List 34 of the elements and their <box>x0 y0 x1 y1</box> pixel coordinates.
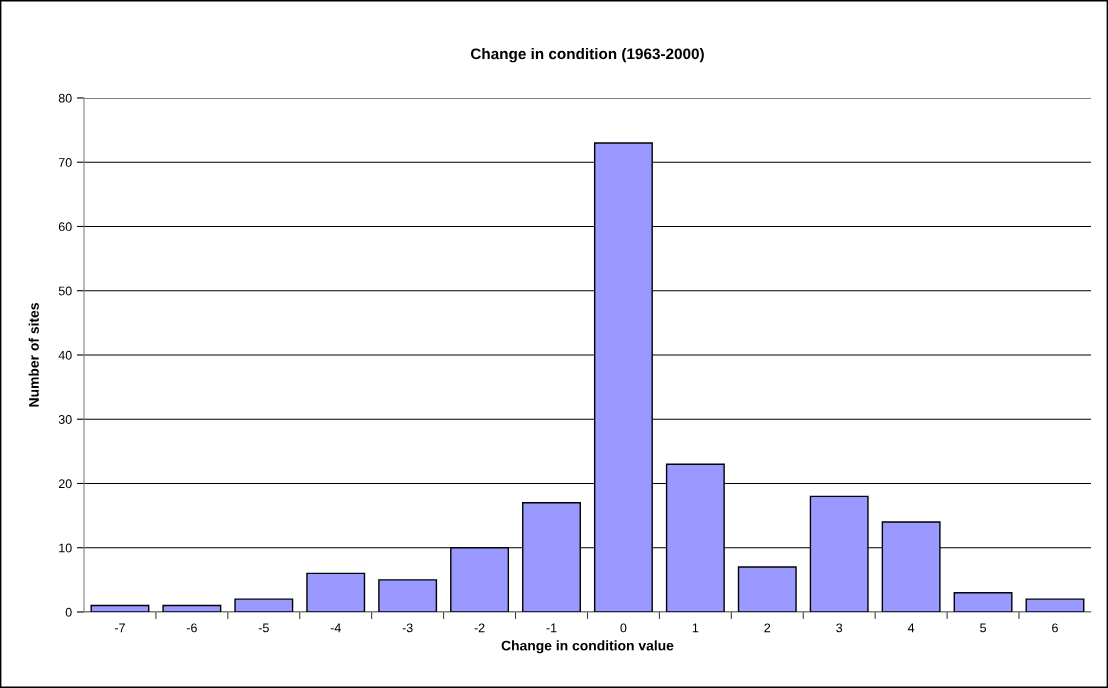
bar <box>737 566 797 612</box>
x-tick-label: -3 <box>402 623 413 633</box>
x-tick-label: -2 <box>474 623 485 633</box>
chart-title: Change in condition (1963-2000) <box>470 48 704 63</box>
x-tick-label: 5 <box>980 623 986 633</box>
x-tick-label: 4 <box>907 623 915 633</box>
bar <box>378 579 438 612</box>
bar <box>162 604 222 612</box>
bar <box>234 598 294 612</box>
y-tick-label: 30 <box>58 415 72 424</box>
x-tick-label: -4 <box>330 623 341 633</box>
x-tick-label: -5 <box>258 623 269 633</box>
x-tick-label: 2 <box>764 623 771 633</box>
y-tick-label: 0 <box>65 607 72 617</box>
bar <box>306 572 366 612</box>
x-tick-label: 1 <box>692 623 699 633</box>
x-tick-label: 0 <box>620 623 627 633</box>
x-tick-label: -6 <box>186 623 197 633</box>
y-tick-label: 10 <box>59 543 72 553</box>
y-tick-label: 50 <box>58 286 72 296</box>
bar <box>1025 598 1085 612</box>
y-tick-label: 20 <box>58 479 72 489</box>
x-tick-label: 6 <box>1052 623 1058 633</box>
bar <box>90 604 150 612</box>
y-tick-label: 60 <box>58 222 72 232</box>
y-tick-label: 70 <box>58 158 72 167</box>
bar <box>953 592 1013 612</box>
y-axis-title: Number of sites <box>28 303 39 407</box>
x-tick-label: 3 <box>836 623 843 633</box>
x-tick-label: -1 <box>546 623 557 633</box>
y-tick-label: 40 <box>58 350 72 360</box>
y-tick-label: 80 <box>58 93 72 103</box>
x-axis-title: Change in condition value <box>501 640 674 654</box>
x-tick-label: -7 <box>114 623 125 633</box>
